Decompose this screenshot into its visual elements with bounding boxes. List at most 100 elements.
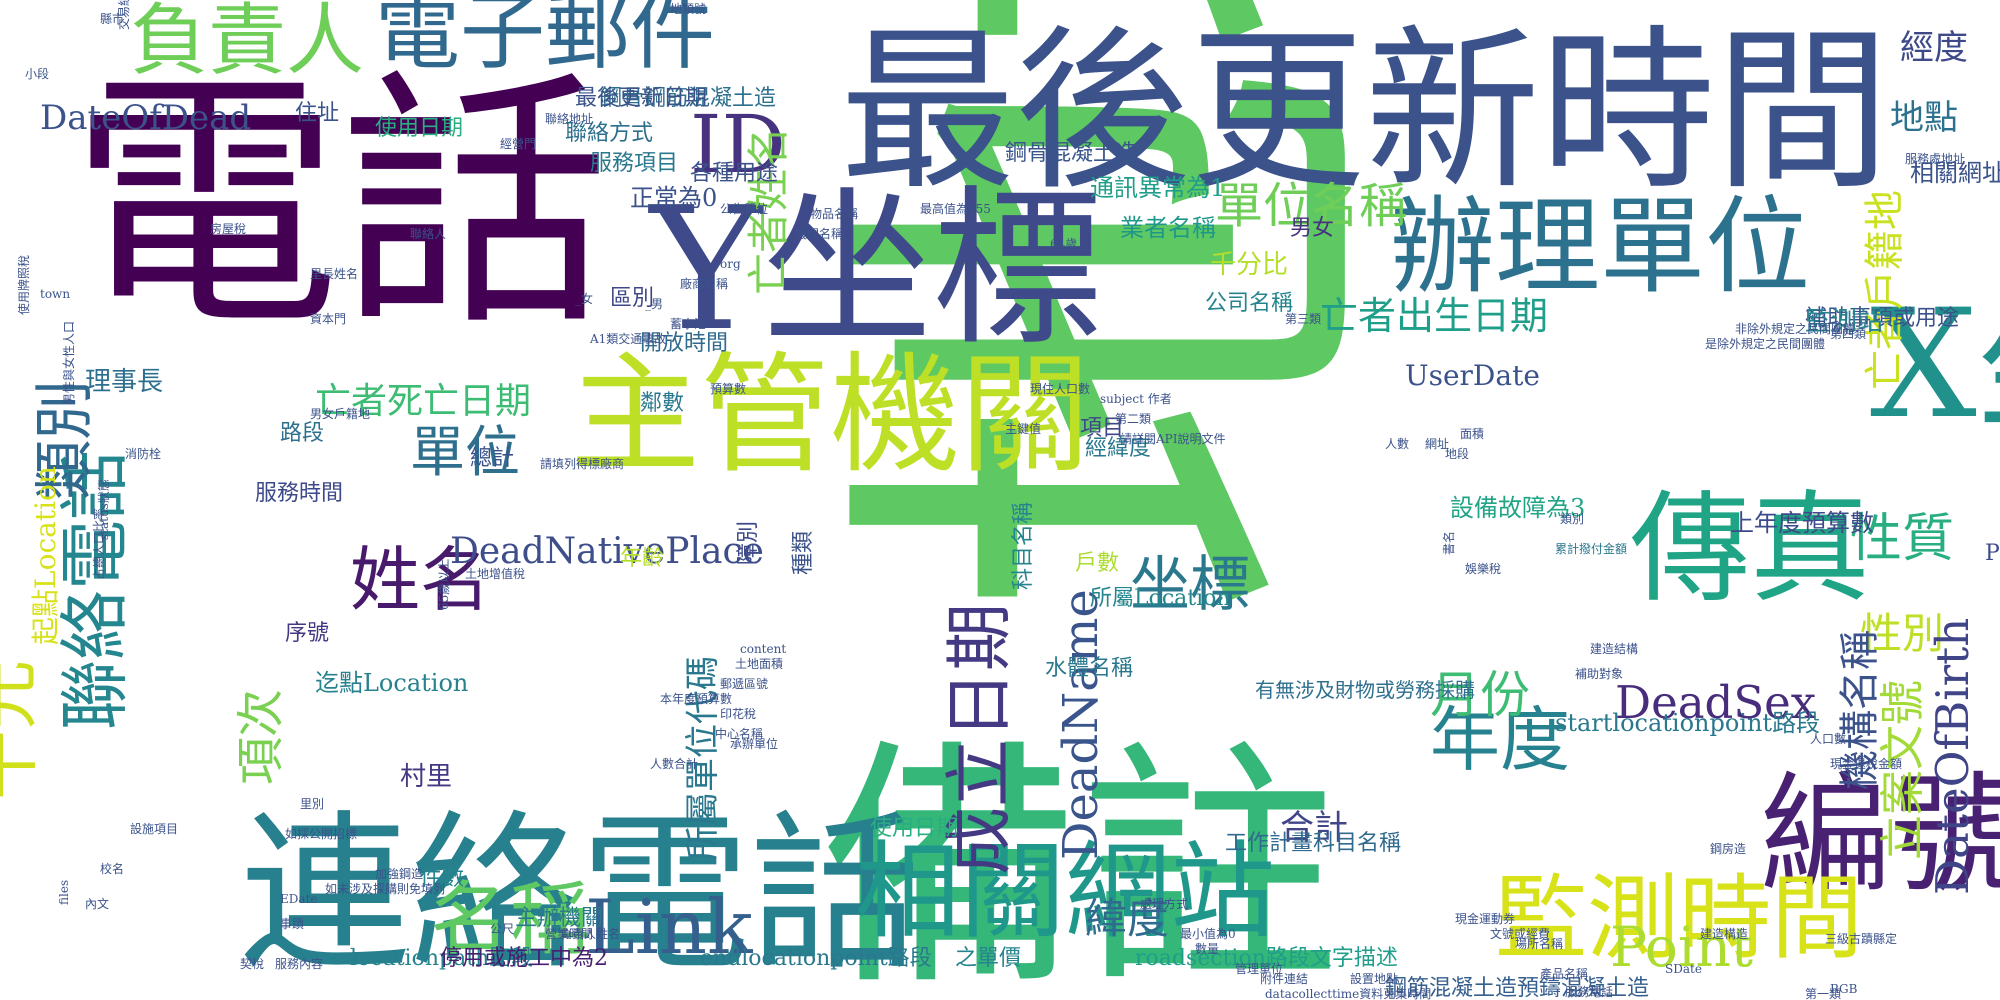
word: 亡者死亡日期	[315, 381, 532, 422]
word: 通訊異常為1	[1090, 174, 1226, 202]
word: 名稱	[430, 873, 590, 966]
word: 男女	[1290, 216, 1335, 241]
word: 電話	[70, 47, 610, 362]
word: 請詳閱API說明文件	[1120, 432, 1226, 446]
word: 單位名稱	[1215, 178, 1408, 234]
word: 水體名稱	[1045, 656, 1134, 681]
word: 鋼骨鋼筋混凝土造	[600, 86, 777, 111]
word: 之單價	[955, 946, 1022, 971]
word: 各種用途	[690, 161, 779, 186]
word: 非除外規定之民間團體	[1735, 322, 1856, 336]
word: 科目名稱	[1011, 501, 1036, 590]
word: locationpath路段	[350, 946, 534, 971]
word: 住址	[295, 101, 340, 126]
word: 附件連結	[1260, 972, 1309, 986]
word: 種類	[791, 530, 816, 575]
word: org	[720, 257, 741, 271]
word: 如未涉及採購則免填列	[325, 882, 446, 896]
word: 千元	[0, 660, 46, 800]
word: 使用日期	[870, 816, 959, 841]
word: 類別	[1560, 512, 1585, 526]
word: 現金運動券	[1455, 912, 1516, 926]
word: 正常為0	[630, 184, 718, 212]
word: 64歲	[1050, 237, 1078, 251]
word: 廠商名稱	[680, 277, 729, 291]
word: 服務電話	[1565, 985, 1614, 999]
word: datacollecttime資料蒐集時間	[1265, 987, 1432, 1000]
word: 設置地點	[1350, 972, 1399, 986]
word: 亡者出生日期	[1320, 294, 1549, 338]
word: 設施項目	[130, 822, 179, 836]
word: _女	[575, 292, 594, 306]
word: 使用日期	[375, 116, 464, 141]
word: 鋼房造	[1710, 842, 1747, 856]
word: 戶數	[1075, 551, 1120, 576]
word: 主管機關	[570, 339, 1091, 491]
word: 月份	[1430, 666, 1530, 724]
word: 聯絡地址	[545, 112, 594, 126]
word: 連絡電話	[240, 796, 921, 994]
word: roadsection路段文字描述	[1135, 946, 1398, 971]
word: 負責人	[130, 0, 365, 86]
word: 監測站	[1805, 307, 1884, 337]
word: 單位	[410, 420, 521, 484]
word: DateOfDead	[40, 98, 252, 138]
word: 相關網址	[1910, 159, 2000, 187]
word: EDate	[280, 892, 318, 906]
word: 聯絡人	[410, 227, 447, 241]
word: Path	[1985, 541, 2000, 566]
word: 現金退稅金額	[1830, 757, 1903, 771]
word: 停用或施工中為2	[440, 946, 608, 971]
word: 主鍵值	[1005, 422, 1042, 436]
word: 開放時間	[640, 331, 729, 356]
word: Y坐標	[650, 171, 1103, 369]
word: 最後更新日期	[575, 86, 708, 111]
word: 占總人口比率	[92, 507, 106, 580]
word: 經緯度	[1085, 436, 1152, 461]
word: 中心名稱	[715, 727, 764, 741]
word: 設備故障為3	[1450, 494, 1586, 522]
word: A1類交通事故	[590, 332, 667, 346]
word: startlocationpoint路段	[1555, 709, 1821, 737]
word: 預算數	[710, 382, 747, 396]
word: 最後更新時間	[840, 11, 1890, 214]
word: 電子郵件	[375, 0, 716, 82]
word: 性別	[1860, 609, 1945, 658]
word: 營業時間	[545, 927, 594, 941]
word: 第四類	[1830, 327, 1867, 341]
word: 地段	[1445, 447, 1470, 461]
word: 如採公開招標	[285, 827, 358, 841]
word: 辦理單位	[1390, 186, 1811, 308]
word: 起點Location	[29, 466, 62, 645]
word: 建造構造	[1700, 927, 1749, 941]
word: 男性與女性人口	[62, 320, 76, 405]
word: 公司名稱	[1205, 291, 1294, 316]
word: DeadNativePlace	[450, 531, 764, 572]
word: 人數合計	[650, 757, 699, 771]
word: 理事長	[85, 367, 164, 397]
word: 亡者戶籍地	[1862, 190, 1908, 390]
word: 主辦機關	[515, 906, 604, 931]
word: 場所名稱	[1515, 937, 1564, 951]
word: 面積	[1460, 427, 1485, 441]
word: 經營門	[500, 137, 537, 151]
word: 監測時間	[1495, 865, 1864, 972]
word: 合計	[1280, 808, 1348, 848]
word: 經度	[1900, 28, 1968, 68]
word: 上年度預算數	[1730, 509, 1874, 537]
word: 產品名稱	[1540, 967, 1589, 981]
word: Link	[585, 883, 753, 971]
word: 備註	[820, 719, 1340, 1000]
word: 村里	[400, 762, 453, 792]
word: 管理單位	[1235, 962, 1284, 976]
word: 物品名稱	[810, 207, 859, 221]
word: 人數	[1385, 437, 1410, 451]
word: DeadName	[1053, 589, 1109, 860]
word: 補助事項或用途	[1805, 306, 1960, 331]
word: 請填列得標廠商	[540, 457, 625, 471]
word: 補助對象	[1575, 667, 1624, 681]
word: 第一類	[1805, 987, 1842, 1000]
word: 校名	[100, 862, 125, 876]
word: 65歲以上	[437, 558, 451, 610]
